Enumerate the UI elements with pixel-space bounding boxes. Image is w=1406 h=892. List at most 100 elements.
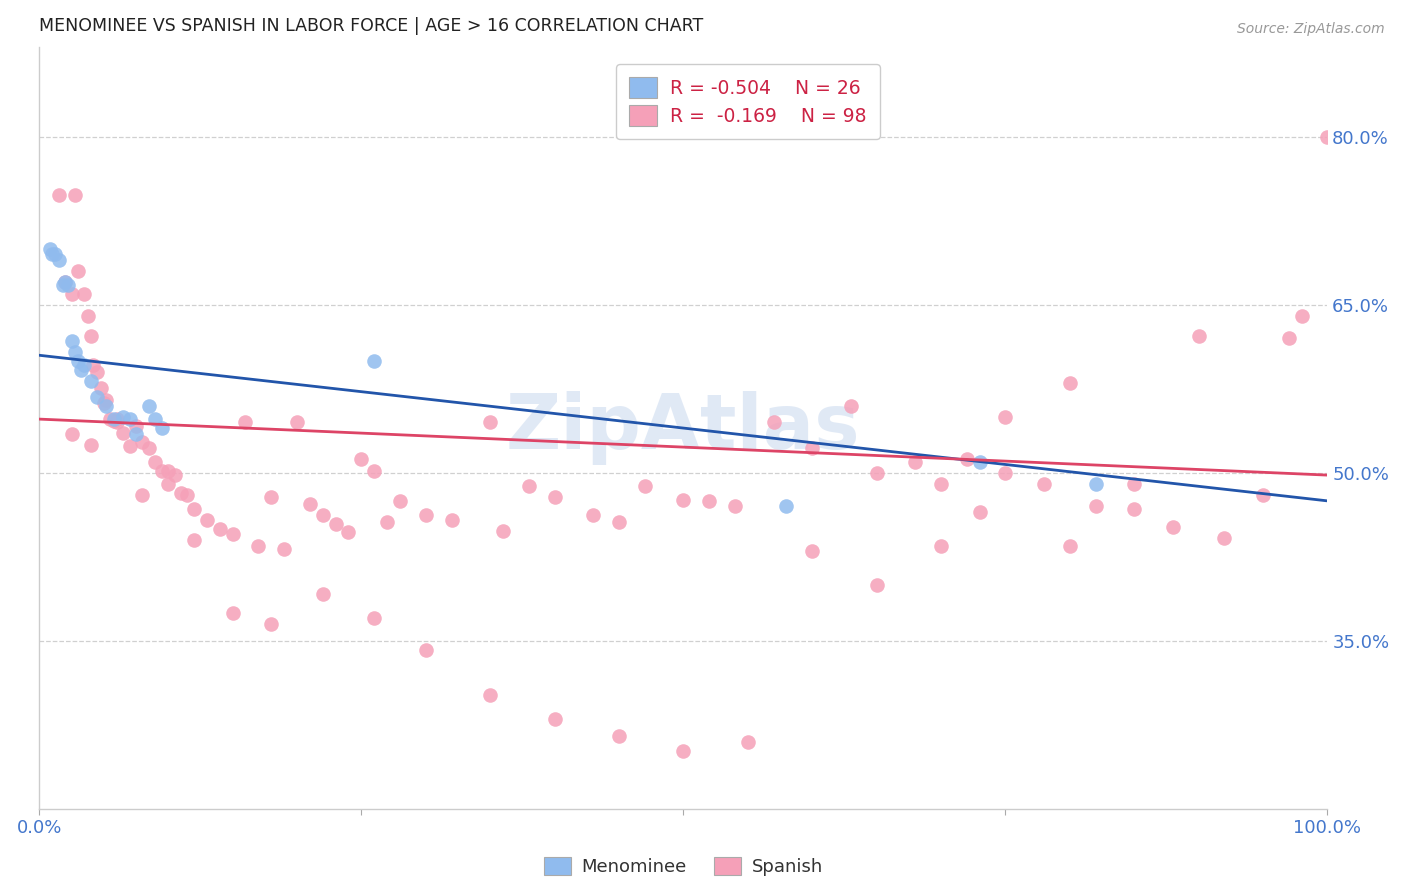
Point — [350, 452, 373, 467]
Point — [904, 455, 927, 469]
Point — [44, 247, 66, 261]
Point — [138, 399, 160, 413]
Point — [112, 425, 135, 440]
Point — [865, 466, 887, 480]
Point — [69, 363, 91, 377]
Point — [929, 477, 952, 491]
Point — [440, 513, 463, 527]
Point — [273, 541, 295, 556]
Point — [195, 513, 218, 527]
Point — [93, 396, 115, 410]
Point — [801, 544, 824, 558]
Point — [801, 441, 824, 455]
Point — [56, 277, 79, 292]
Point — [312, 508, 335, 523]
Point — [221, 527, 243, 541]
Point — [363, 354, 385, 368]
Point — [1059, 539, 1081, 553]
Point — [260, 491, 283, 505]
Point — [138, 441, 160, 455]
Point — [131, 488, 153, 502]
Point — [143, 412, 166, 426]
Point — [1161, 519, 1184, 533]
Point — [98, 412, 121, 426]
Point — [363, 464, 385, 478]
Point — [118, 412, 141, 426]
Point — [80, 374, 103, 388]
Point — [143, 455, 166, 469]
Point — [1123, 477, 1146, 491]
Point — [118, 439, 141, 453]
Point — [176, 488, 198, 502]
Point — [607, 515, 630, 529]
Point — [865, 578, 887, 592]
Point — [388, 494, 411, 508]
Point — [479, 416, 502, 430]
Point — [492, 524, 515, 538]
Point — [543, 491, 565, 505]
Point — [1291, 309, 1313, 323]
Point — [131, 434, 153, 449]
Point — [208, 522, 231, 536]
Point — [96, 399, 118, 413]
Point — [157, 477, 180, 491]
Point — [60, 286, 83, 301]
Point — [38, 242, 60, 256]
Point — [183, 501, 205, 516]
Point — [53, 276, 76, 290]
Point — [86, 390, 108, 404]
Point — [956, 452, 979, 467]
Point — [157, 464, 180, 478]
Text: ZipAtlas: ZipAtlas — [506, 391, 860, 465]
Point — [312, 587, 335, 601]
Point — [298, 497, 321, 511]
Legend: Menominee, Spanish: Menominee, Spanish — [537, 850, 831, 884]
Point — [105, 412, 128, 426]
Point — [80, 329, 103, 343]
Point — [51, 277, 73, 292]
Point — [1187, 329, 1209, 343]
Point — [929, 539, 952, 553]
Point — [1213, 531, 1236, 545]
Text: MENOMINEE VS SPANISH IN LABOR FORCE | AGE > 16 CORRELATION CHART: MENOMINEE VS SPANISH IN LABOR FORCE | AG… — [39, 17, 703, 35]
Point — [41, 247, 63, 261]
Point — [235, 416, 257, 430]
Point — [737, 734, 759, 748]
Point — [325, 517, 347, 532]
Point — [517, 479, 540, 493]
Point — [77, 309, 100, 323]
Point — [672, 743, 695, 757]
Point — [607, 729, 630, 743]
Point — [543, 712, 565, 726]
Point — [672, 492, 695, 507]
Point — [375, 515, 398, 529]
Point — [53, 276, 76, 290]
Point — [582, 508, 605, 523]
Point — [1278, 331, 1301, 345]
Point — [163, 468, 186, 483]
Point — [183, 533, 205, 547]
Point — [80, 438, 103, 452]
Point — [125, 426, 148, 441]
Point — [969, 455, 991, 469]
Point — [1251, 488, 1274, 502]
Point — [86, 365, 108, 379]
Point — [48, 188, 70, 202]
Point — [337, 525, 360, 540]
Point — [285, 416, 308, 430]
Point — [1316, 129, 1339, 144]
Point — [150, 421, 173, 435]
Text: Source: ZipAtlas.com: Source: ZipAtlas.com — [1237, 22, 1385, 37]
Point — [60, 426, 83, 441]
Point — [994, 466, 1017, 480]
Point — [247, 539, 270, 553]
Point — [969, 505, 991, 519]
Point — [65, 188, 87, 202]
Point — [96, 393, 118, 408]
Point — [125, 418, 148, 433]
Point — [73, 359, 96, 373]
Point — [66, 354, 89, 368]
Point — [1033, 477, 1056, 491]
Point — [170, 486, 193, 500]
Point — [839, 399, 862, 413]
